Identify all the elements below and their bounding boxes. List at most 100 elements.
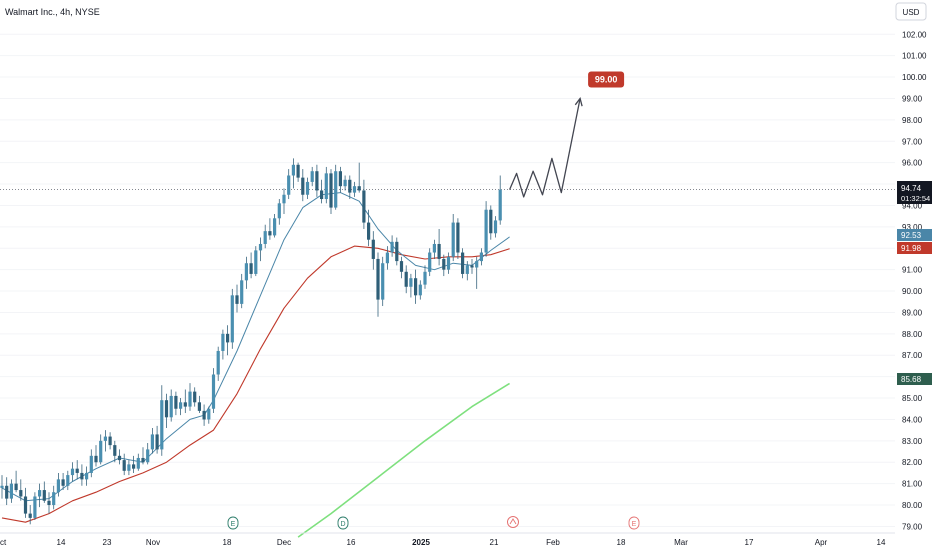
candle-body [456,222,460,253]
currency-button[interactable]: USD [895,2,927,21]
candle-body [305,181,310,195]
candle-body [19,490,23,497]
candle [89,449,93,478]
candle [183,389,187,414]
candle [197,395,201,414]
candle-body [268,231,272,236]
candle [249,252,253,279]
candle-body [155,434,159,450]
candle-body [0,485,4,488]
dividend-marker[interactable] [507,516,519,528]
event-marker[interactable]: E [227,516,239,530]
candle [19,479,23,501]
candle [164,393,169,429]
candle [428,248,432,277]
candle-body [390,241,394,253]
candle-body [249,263,253,274]
ema-fast-label: 92.53 [901,231,922,240]
price-tick: 97.00 [902,137,923,146]
projection-line[interactable] [509,98,581,198]
candle [352,181,357,197]
candle-body [432,243,436,253]
candle [211,368,216,414]
time-tick: 14 [877,538,886,547]
time-tick: Apr [815,538,828,547]
candle [127,460,131,476]
candle [399,256,404,279]
candle-body [160,400,164,450]
time-tick: 21 [490,538,499,547]
candle-body [9,483,13,499]
candle [348,175,352,200]
price-tick: 102.00 [902,30,927,39]
candle-body [479,252,483,262]
candle [273,214,277,238]
candle [132,455,136,473]
candle [146,442,150,465]
candle [230,288,234,349]
candle [235,284,239,313]
target-label-box[interactable] [588,71,625,88]
candle [113,440,117,463]
candle-body [136,457,140,469]
time-axis[interactable]: ct 14 23 Nov 18 Dec 16 2025 21 Feb 18 Mar 17 Apr 14 [0,532,895,547]
candle-body [108,436,112,446]
candle [442,254,446,277]
ema-slow-badge: 91.98 [897,242,932,254]
candle [258,237,263,262]
candle-body [207,408,211,420]
candle [244,256,248,289]
candle [277,199,281,225]
candle [484,201,488,257]
ema-long-series [297,382,511,538]
candle-body [38,490,42,497]
candle-body [263,231,267,244]
candle [23,487,28,518]
candle-body [357,186,361,191]
candle [320,179,324,204]
target-label-group[interactable]: 99.00 [588,71,625,88]
candle [446,252,451,274]
price-tick: 81.00 [902,480,923,489]
candle-body [395,241,399,262]
candle-body [493,220,498,234]
candle [56,472,60,497]
candle [99,434,103,465]
symbol-title: Walmart Inc., 4h, NYSE [5,7,100,17]
ema-slow-series [1,245,510,523]
candle [136,453,140,471]
candle-body [42,490,46,501]
candle-body [315,171,319,191]
time-tick: Nov [146,538,160,547]
candle [301,169,305,202]
projection-path[interactable] [509,97,583,198]
candle [108,432,112,450]
candle-body [244,263,248,281]
candle-body [414,278,418,296]
candle-body [385,252,389,264]
candle [122,453,126,476]
candle-body [258,243,263,251]
candle-body [367,222,371,240]
candle-body [230,295,234,343]
candle-body [52,492,56,506]
candle [94,445,98,467]
candle [376,252,380,317]
time-tick: 23 [103,538,112,547]
candle [343,175,347,191]
candle-body [80,472,84,480]
event-marker[interactable]: E [628,516,640,530]
price-tick: 79.00 [902,522,923,531]
candle [66,470,70,491]
candle [150,428,154,454]
candle [193,387,197,407]
candle [287,169,291,200]
currency-button-frame[interactable] [895,2,927,21]
time-tick: Feb [546,538,560,547]
candle-body [117,455,122,461]
candle [52,485,56,510]
event-marker[interactable]: D [337,516,349,530]
event-marker-frame [227,516,239,530]
